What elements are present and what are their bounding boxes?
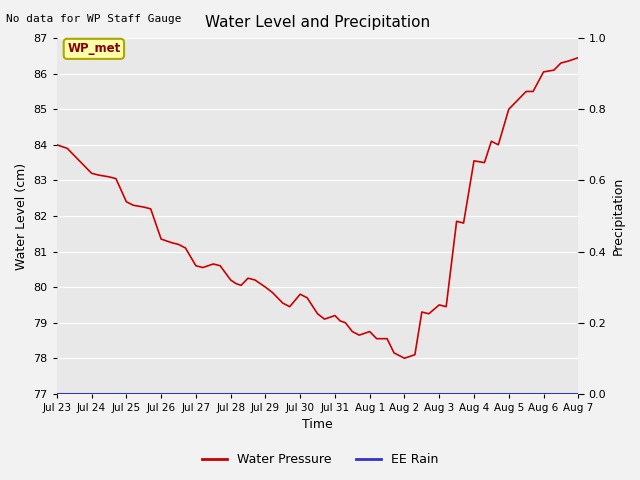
Text: WP_met: WP_met <box>67 42 120 55</box>
Legend: Water Pressure, EE Rain: Water Pressure, EE Rain <box>196 448 444 471</box>
Title: Water Level and Precipitation: Water Level and Precipitation <box>205 15 430 30</box>
Y-axis label: Water Level (cm): Water Level (cm) <box>15 162 28 270</box>
Y-axis label: Precipitation: Precipitation <box>612 177 625 255</box>
Text: No data for WP Staff Gauge: No data for WP Staff Gauge <box>6 14 182 24</box>
X-axis label: Time: Time <box>302 419 333 432</box>
